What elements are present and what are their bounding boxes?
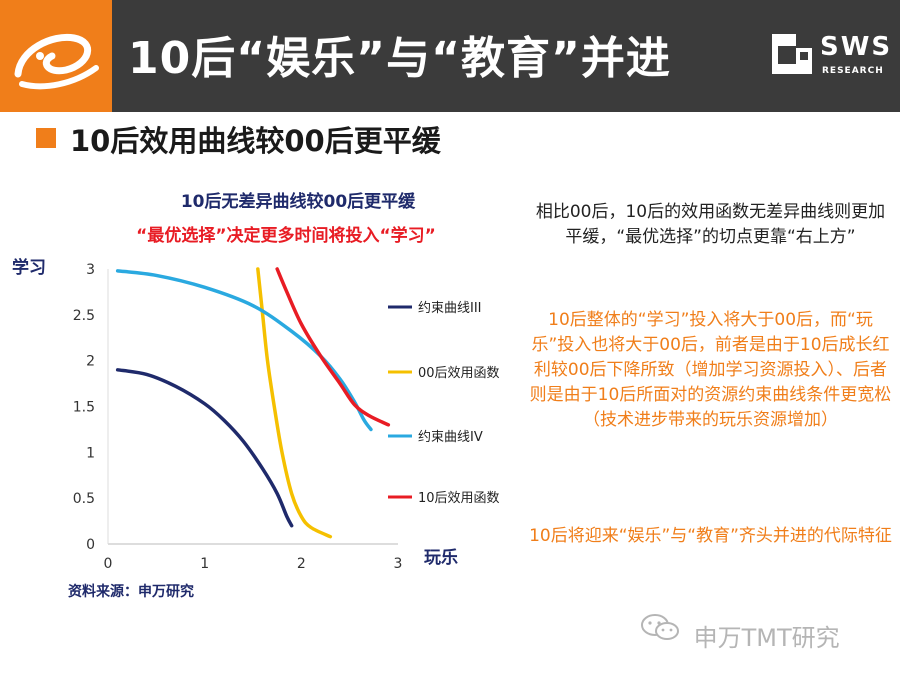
source-note: 资料来源：申万研究 — [68, 583, 194, 600]
section-subheading: 10后效用曲线较00后更平缓 — [70, 124, 441, 158]
x-tick-label: 3 — [394, 556, 403, 572]
x-tick-label: 1 — [200, 556, 209, 572]
slide-title: 10后“娱乐”与“教育”并进 — [128, 33, 671, 84]
indifference-curve-chart: 10后无差异曲线较00后更平缓 “最优选择”决定更多时间将投入“学习” 学习 玩… — [12, 191, 500, 600]
watermark: 申万TMT研究 — [640, 612, 840, 653]
legend-label: 约束曲线III — [418, 301, 482, 316]
wechat-icon — [641, 614, 679, 640]
sws-brand-subtext: RESEARCH — [822, 66, 884, 76]
series-line — [275, 267, 391, 427]
x-tick-label: 0 — [104, 556, 113, 572]
y-tick-label: 2.5 — [73, 308, 95, 324]
legend-label: 10后效用函数 — [418, 491, 500, 506]
company-logo — [0, 0, 112, 112]
series-line — [256, 267, 333, 539]
watermark-text: 申万TMT研究 — [693, 623, 840, 652]
chart-subtitle: “最优选择”决定更多时间将投入“学习” — [136, 225, 436, 246]
x-axis-label: 玩乐 — [424, 548, 458, 568]
sws-mark-icon — [772, 34, 812, 74]
note-explanation: 10后整体的“学习”投入将大于00后，而“玩乐”投入也将大于00后，前者是由于1… — [529, 310, 892, 430]
y-tick-label: 1.5 — [73, 400, 95, 416]
logo-icon — [14, 33, 99, 90]
chart-title: 10后无差异曲线较00后更平缓 — [181, 191, 416, 212]
y-tick-label: 3 — [86, 262, 95, 278]
series-line — [115, 269, 373, 432]
legend-label: 约束曲线IV — [418, 430, 483, 445]
y-tick-label: 2 — [86, 354, 95, 370]
series-line — [115, 368, 294, 528]
y-tick-label: 0 — [86, 537, 95, 553]
y-tick-label: 0.5 — [73, 491, 95, 507]
sws-brand-logo: SWS RESEARCH — [770, 30, 890, 90]
legend-label: 00后效用函数 — [418, 366, 500, 381]
note-conclusion: 10后将迎来“娱乐”与“教育”齐头并进的代际特征 — [529, 526, 892, 546]
y-tick-label: 1 — [86, 445, 95, 461]
x-tick-label: 2 — [297, 556, 306, 572]
header-bar: 10后“娱乐”与“教育”并进 SWS RESEARCH — [0, 0, 900, 112]
note-comparison: 相比00后，10后的效用函数无差异曲线则更加平缓，“最优选择”的切点更靠“右上方… — [535, 202, 886, 247]
bullet-square — [36, 128, 56, 148]
y-axis-label: 学习 — [12, 257, 46, 278]
sws-brand-text: SWS — [820, 32, 893, 62]
